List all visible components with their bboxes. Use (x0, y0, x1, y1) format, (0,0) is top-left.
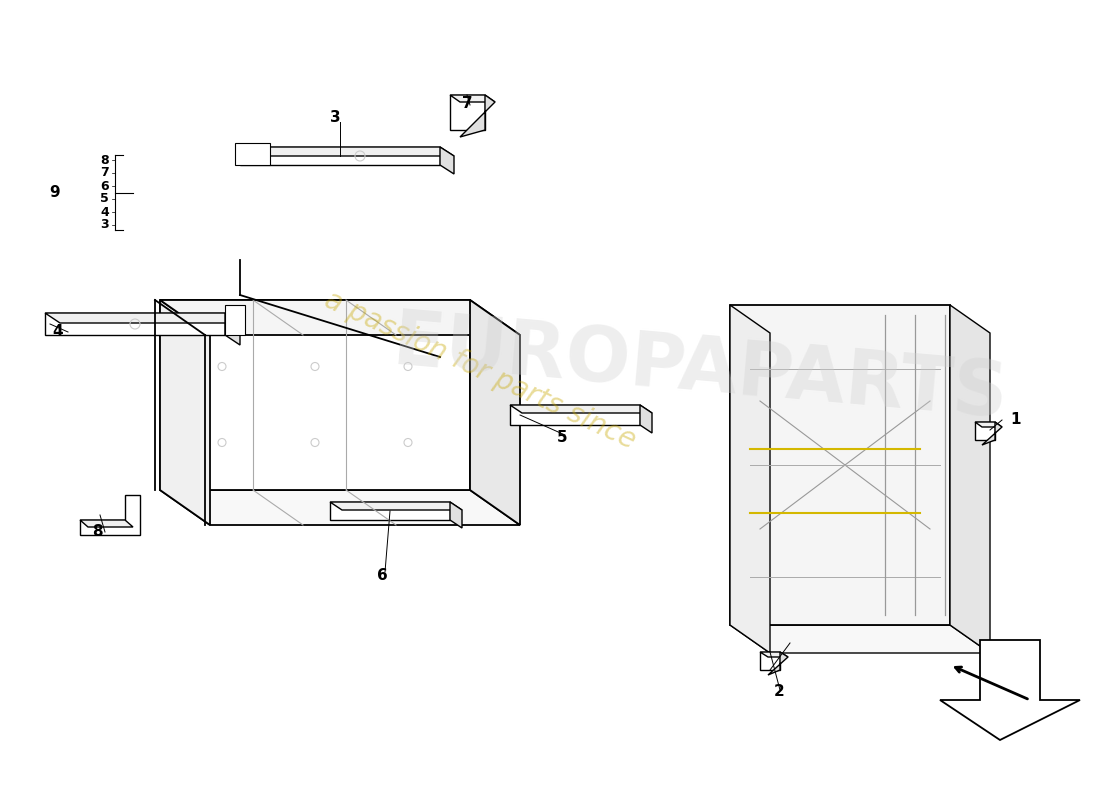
Polygon shape (450, 502, 462, 528)
Polygon shape (975, 422, 1002, 427)
Polygon shape (470, 300, 520, 525)
Polygon shape (450, 95, 485, 130)
Text: 3: 3 (100, 218, 109, 231)
Polygon shape (240, 147, 454, 156)
Polygon shape (440, 147, 454, 174)
Text: 7: 7 (100, 166, 109, 179)
Text: 5: 5 (557, 430, 568, 446)
Text: 4: 4 (53, 325, 64, 339)
Polygon shape (982, 422, 1002, 445)
Polygon shape (730, 305, 950, 625)
Polygon shape (240, 147, 440, 165)
Polygon shape (460, 95, 495, 137)
Polygon shape (975, 422, 996, 440)
Polygon shape (330, 502, 462, 510)
Text: 6: 6 (100, 179, 109, 193)
Polygon shape (640, 405, 652, 433)
Polygon shape (950, 305, 990, 653)
Polygon shape (45, 313, 225, 335)
Polygon shape (160, 490, 520, 525)
Polygon shape (768, 652, 788, 675)
Polygon shape (160, 300, 520, 335)
Text: a passion for parts since: a passion for parts since (320, 286, 640, 454)
Text: 6: 6 (376, 567, 387, 582)
Polygon shape (760, 652, 788, 657)
Text: EUROPAPARTS: EUROPAPARTS (389, 306, 1011, 434)
Text: 9: 9 (50, 185, 60, 200)
Text: 8: 8 (100, 154, 109, 166)
Polygon shape (510, 405, 652, 413)
Text: 7: 7 (462, 95, 472, 110)
Text: 8: 8 (91, 525, 102, 539)
Polygon shape (160, 300, 470, 490)
Polygon shape (80, 520, 133, 527)
Polygon shape (940, 640, 1080, 740)
Text: 1: 1 (1010, 413, 1021, 427)
Polygon shape (730, 305, 770, 653)
Polygon shape (760, 652, 780, 670)
Polygon shape (730, 625, 990, 653)
Polygon shape (160, 300, 210, 525)
Polygon shape (510, 405, 640, 425)
Text: 4: 4 (100, 206, 109, 218)
Polygon shape (330, 502, 450, 520)
Text: 3: 3 (330, 110, 340, 125)
Polygon shape (226, 305, 245, 335)
Text: 5: 5 (100, 193, 109, 206)
Polygon shape (226, 313, 240, 345)
Polygon shape (45, 313, 240, 323)
Polygon shape (235, 143, 270, 165)
Polygon shape (450, 95, 495, 102)
Polygon shape (80, 495, 140, 535)
Text: 2: 2 (773, 685, 784, 699)
